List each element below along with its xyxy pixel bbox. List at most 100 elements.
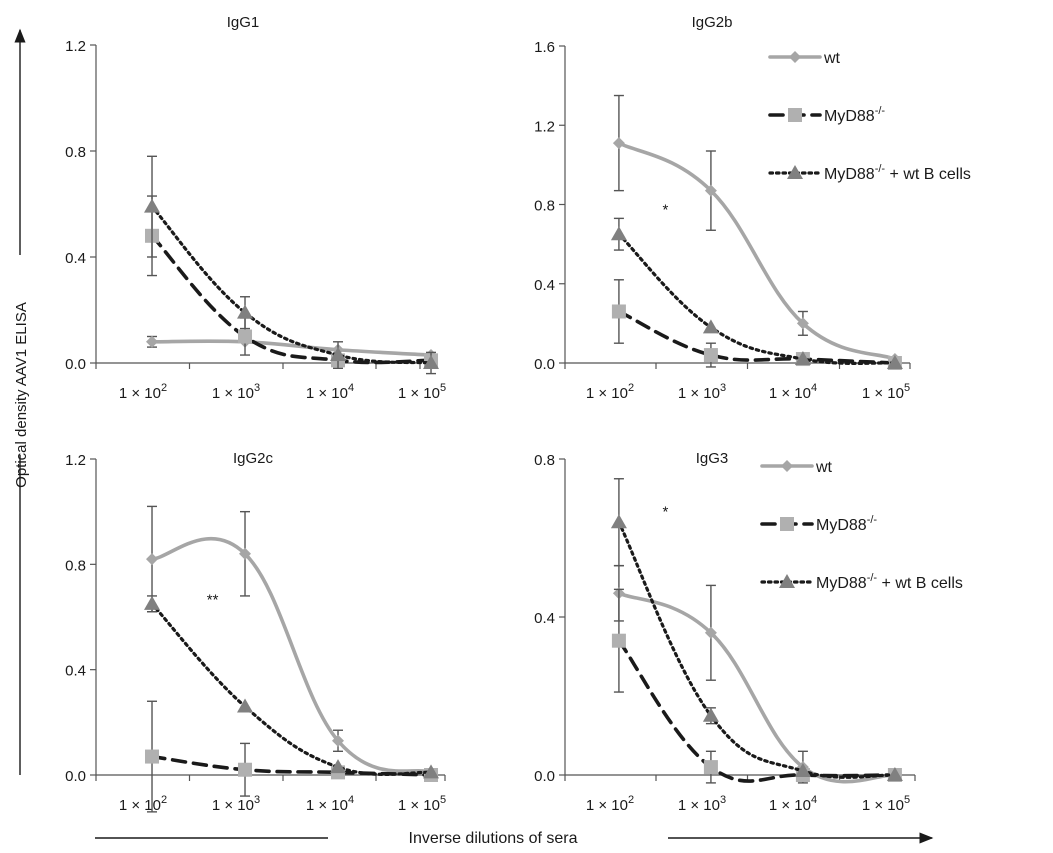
legend-marker xyxy=(781,460,793,472)
data-point xyxy=(146,335,159,348)
significance-label: * xyxy=(662,201,668,218)
y-tick-label: 0.0 xyxy=(534,356,555,373)
panel-title: IgG1 xyxy=(227,14,260,31)
panel-title: IgG3 xyxy=(696,450,729,467)
y-tick-label: 1.6 xyxy=(534,39,555,56)
y-tick-label: 0.4 xyxy=(65,250,86,267)
y-axis-label: Optical density AAV1 ELISA xyxy=(13,302,30,488)
data-point xyxy=(423,764,440,779)
panel-1: IgG1 0.0 0.4 0.8 1.2 1 × 102 1 × 103 1 × 104 1 ×… xyxy=(65,14,446,402)
panel-title: IgG2b xyxy=(692,14,733,31)
legend-label: MyD88-/- + wt B cells xyxy=(824,163,971,183)
legend: wt MyD88-/- MyD88-/- + wt B cells xyxy=(768,50,971,183)
data-point xyxy=(703,760,718,775)
data-point xyxy=(239,547,252,560)
data-point xyxy=(423,355,440,369)
legend-label: wt xyxy=(815,459,833,476)
series-line xyxy=(617,520,897,779)
data-point xyxy=(146,553,159,566)
y-tick-label: 1.2 xyxy=(65,452,86,469)
data-point xyxy=(238,762,253,777)
series-line xyxy=(617,309,897,365)
x-tick-label: 1 × 102 xyxy=(119,794,167,814)
panels: IgG1 0.0 0.4 0.8 1.2 1 × 102 1 × 103 1 × 104 1 ×… xyxy=(65,14,971,814)
legend-label: MyD88-/- + wt B cells xyxy=(816,572,963,592)
x-tick-label: 1 × 102 xyxy=(586,382,634,402)
data-point xyxy=(610,514,627,529)
data-point xyxy=(610,226,627,241)
legend-marker xyxy=(788,108,802,122)
y-tick-label: 0.8 xyxy=(534,198,555,215)
data-point xyxy=(704,626,717,639)
x-tick-label: 1 × 102 xyxy=(119,382,167,402)
data-point xyxy=(145,749,160,764)
x-tick-label: 1 × 102 xyxy=(586,794,634,814)
y-tick-label: 0.8 xyxy=(65,144,86,161)
y-tick-label: 0.0 xyxy=(534,768,555,785)
legend-label: MyD88-/- xyxy=(824,105,885,125)
data-point xyxy=(611,633,626,648)
data-point xyxy=(238,329,253,344)
data-point xyxy=(794,763,811,778)
series-line xyxy=(150,339,433,357)
data-point xyxy=(886,355,903,369)
significance-label: * xyxy=(662,503,668,520)
panel-3: IgG2c 0.0 0.4 0.8 1.2 1 × 102 1 × 103 1 × 104 1 … xyxy=(65,450,446,814)
y-tick-label: 0.8 xyxy=(65,557,86,574)
data-point xyxy=(611,304,626,319)
data-point xyxy=(794,351,811,366)
y-tick-label: 0.4 xyxy=(534,277,555,294)
significance-label: ** xyxy=(207,592,219,609)
y-tick-label: 0.4 xyxy=(65,663,86,680)
series-line xyxy=(150,754,433,777)
legend: wt MyD88-/- MyD88-/- + wt B cells xyxy=(760,459,963,592)
y-tick-label: 0.0 xyxy=(65,768,86,785)
legend-label: wt xyxy=(823,50,841,67)
y-tick-label: 1.2 xyxy=(534,118,555,135)
data-point xyxy=(330,347,347,362)
series-line xyxy=(617,638,897,783)
x-tick-label: 1 × 104 xyxy=(306,794,354,814)
data-point xyxy=(237,304,254,319)
x-tick-label: 1 × 104 xyxy=(769,794,817,814)
series-line xyxy=(150,536,433,775)
series-line xyxy=(150,234,433,365)
series-line xyxy=(150,602,433,776)
legend-marker xyxy=(787,165,803,179)
x-tick-label: 1 × 105 xyxy=(398,382,446,402)
y-tick-label: 1.2 xyxy=(65,38,86,55)
data-point xyxy=(144,595,161,610)
data-point xyxy=(703,348,718,363)
data-point xyxy=(612,137,625,150)
x-tick-label: 1 × 103 xyxy=(678,382,726,402)
x-tick-label: 1 × 104 xyxy=(769,382,817,402)
data-point xyxy=(886,767,903,781)
data-point xyxy=(330,759,347,774)
legend-label: MyD88-/- xyxy=(816,514,877,534)
panel-4: IgG3 0.0 0.4 0.8 1 × 102 1 × 103 1 × 104 1 × 10… xyxy=(534,450,963,814)
panel-title: IgG2c xyxy=(233,450,274,467)
series-line xyxy=(617,232,897,365)
x-tick-label: 1 × 103 xyxy=(678,794,726,814)
panel-2: IgG2b 0.0 0.4 0.8 1.2 1.6 1 × 102 1 × 103 1 × 10… xyxy=(534,14,971,402)
legend-marker xyxy=(789,51,801,63)
x-tick-label: 1 × 103 xyxy=(212,382,260,402)
data-point xyxy=(332,734,345,747)
data-point xyxy=(702,707,719,722)
data-point xyxy=(237,698,254,713)
y-tick-label: 0.8 xyxy=(534,452,555,469)
legend-marker xyxy=(779,574,795,588)
x-tick-label: 1 × 105 xyxy=(398,794,446,814)
x-tick-label: 1 × 104 xyxy=(306,382,354,402)
y-tick-label: 0.0 xyxy=(65,356,86,373)
x-tick-label: 1 × 105 xyxy=(862,794,910,814)
series-line xyxy=(617,591,897,784)
y-tick-label: 0.4 xyxy=(534,610,555,627)
x-tick-label: 1 × 105 xyxy=(862,382,910,402)
x-axis-label: Inverse dilutions of sera xyxy=(409,830,578,847)
data-point xyxy=(796,317,809,330)
data-point xyxy=(144,198,161,213)
series-line xyxy=(617,141,897,361)
